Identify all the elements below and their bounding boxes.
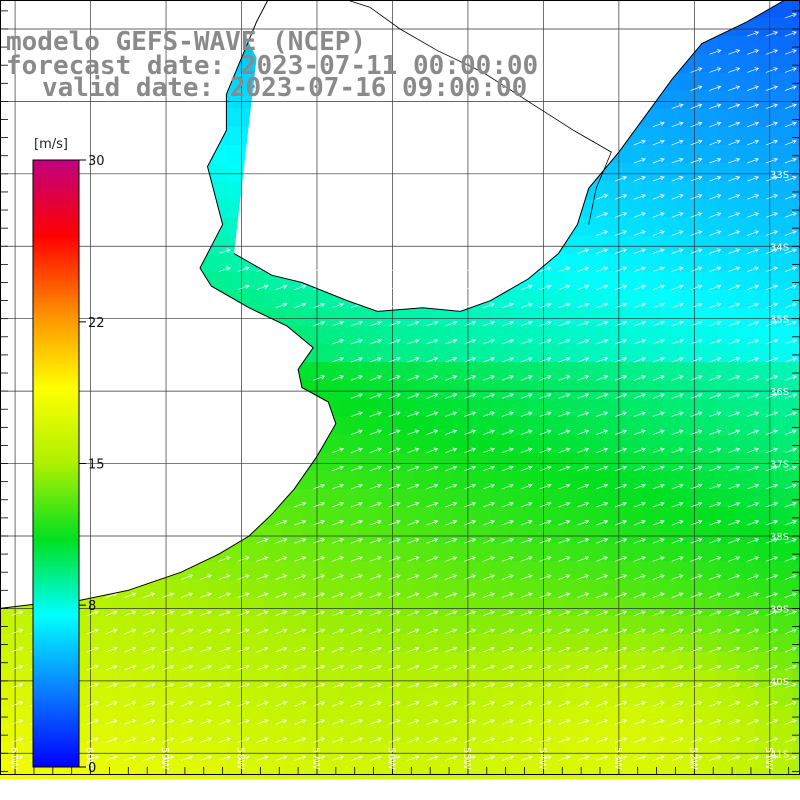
lon-label: 52W <box>687 747 698 770</box>
colorbar-tick-label: 15 <box>88 458 105 473</box>
valid-date: valid date: 2023-07-16 09:00:00 <box>42 73 527 103</box>
lat-label: 39S <box>770 604 789 615</box>
lat-label: 34S <box>770 242 789 253</box>
lon-label: 59W <box>159 747 170 770</box>
lon-label: 61W <box>8 747 19 770</box>
lat-label: 35S <box>770 315 789 326</box>
lon-label: 58W <box>235 747 246 770</box>
lat-label: 36S <box>770 387 789 398</box>
lon-label: 53W <box>612 747 623 770</box>
lat-label: 37S <box>770 460 789 471</box>
colorbar-tick-label: 22 <box>88 316 105 331</box>
lon-label: 55W <box>461 747 472 770</box>
lat-label: 38S <box>770 532 789 543</box>
lat-label: 40S <box>770 677 789 688</box>
colorbar-ramp <box>33 160 79 767</box>
colorbar-unit: [m/s] <box>34 137 68 152</box>
lon-label: 54W <box>536 747 547 770</box>
colorbar-tick-label: 0 <box>88 761 96 776</box>
lon-label: 57W <box>310 747 321 770</box>
lon-label: 51W <box>763 747 774 770</box>
lon-label: 56W <box>385 747 396 770</box>
colorbar-tick-label: 8 <box>88 599 96 614</box>
colorbar-tick-label: 30 <box>88 154 105 169</box>
lat-label: 33S <box>770 170 789 181</box>
